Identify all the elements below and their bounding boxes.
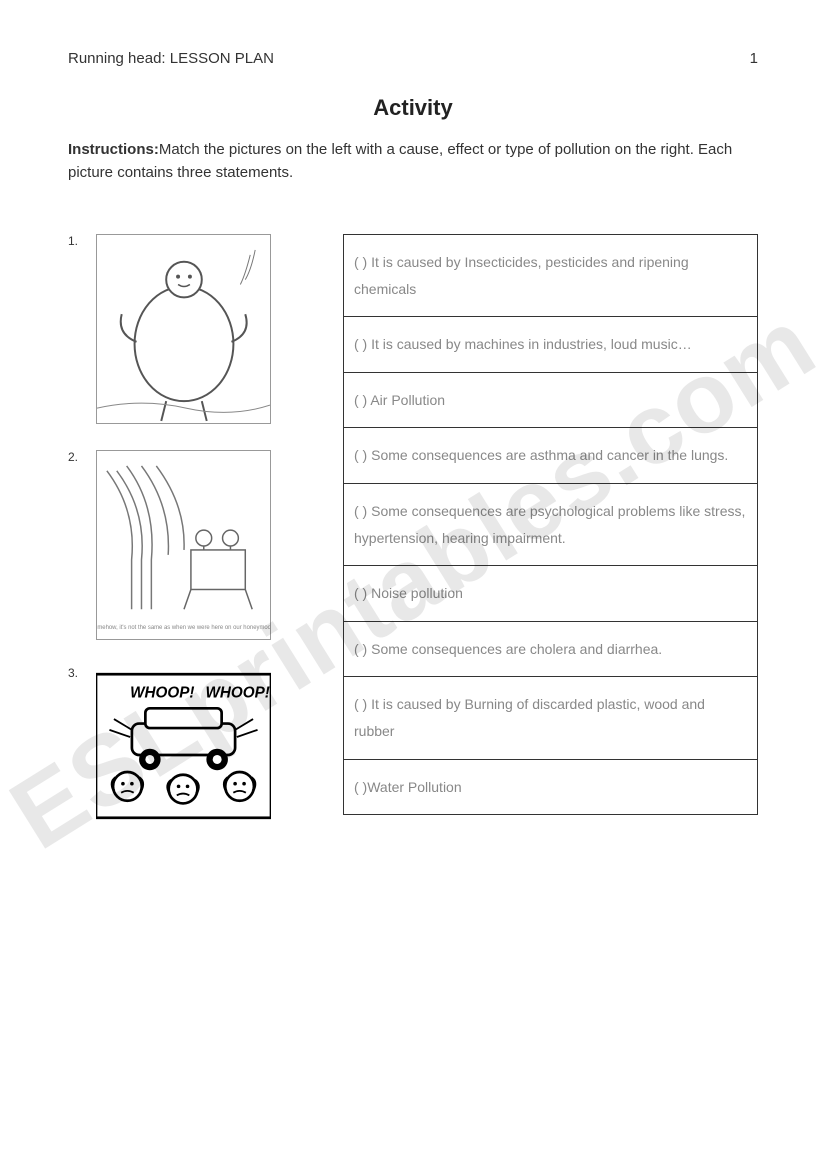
- statement-cell[interactable]: ( ) It is caused by machines in industri…: [344, 317, 758, 373]
- pictures-column: 1.: [68, 234, 313, 826]
- page-number: 1: [750, 50, 758, 67]
- content-area: 1.: [68, 234, 758, 826]
- picture-2: "Somehow, it's not the same as when we w…: [96, 450, 271, 640]
- statement-cell[interactable]: ( )Water Pollution: [344, 759, 758, 815]
- picture-number: 2.: [68, 450, 86, 464]
- picture-row-1: 1.: [68, 234, 313, 424]
- instructions-text: Match the pictures on the left with a ca…: [68, 141, 732, 181]
- picture-number: 1.: [68, 234, 86, 248]
- statement-cell[interactable]: ( ) Some consequences are cholera and di…: [344, 621, 758, 677]
- header-row: Running head: LESSON PLAN 1: [68, 50, 758, 67]
- picture-number: 3.: [68, 666, 86, 680]
- statement-cell[interactable]: ( ) It is caused by Burning of discarded…: [344, 677, 758, 759]
- whoop-right: WHOOP!: [205, 685, 269, 702]
- picture-row-2: 2. "Somehow,: [68, 450, 313, 640]
- picture-3: WHOOP! WHOOP!: [96, 666, 271, 826]
- statement-cell[interactable]: ( ) Some consequences are asthma and can…: [344, 428, 758, 484]
- svg-text:"Somehow, it's not the same as: "Somehow, it's not the same as when we w…: [97, 625, 270, 631]
- statement-cell[interactable]: ( ) Noise pollution: [344, 566, 758, 622]
- page-title: Activity: [68, 95, 758, 121]
- instructions: Instructions:Match the pictures on the l…: [68, 139, 758, 184]
- statement-cell[interactable]: ( ) Some consequences are psychological …: [344, 483, 758, 565]
- picture-row-3: 3. WHOOP! WHOOP!: [68, 666, 313, 826]
- statement-cell[interactable]: ( ) It is caused by Insecticides, pestic…: [344, 235, 758, 317]
- page: Running head: LESSON PLAN 1 Activity Ins…: [0, 0, 826, 866]
- picture-1: [96, 234, 271, 424]
- statements-column: ( ) It is caused by Insecticides, pestic…: [343, 234, 758, 826]
- instructions-label: Instructions:: [68, 141, 159, 158]
- running-head: Running head: LESSON PLAN: [68, 50, 274, 67]
- statement-cell[interactable]: ( ) Air Pollution: [344, 372, 758, 428]
- whoop-left: WHOOP!: [130, 685, 194, 702]
- statements-table: ( ) It is caused by Insecticides, pestic…: [343, 234, 758, 815]
